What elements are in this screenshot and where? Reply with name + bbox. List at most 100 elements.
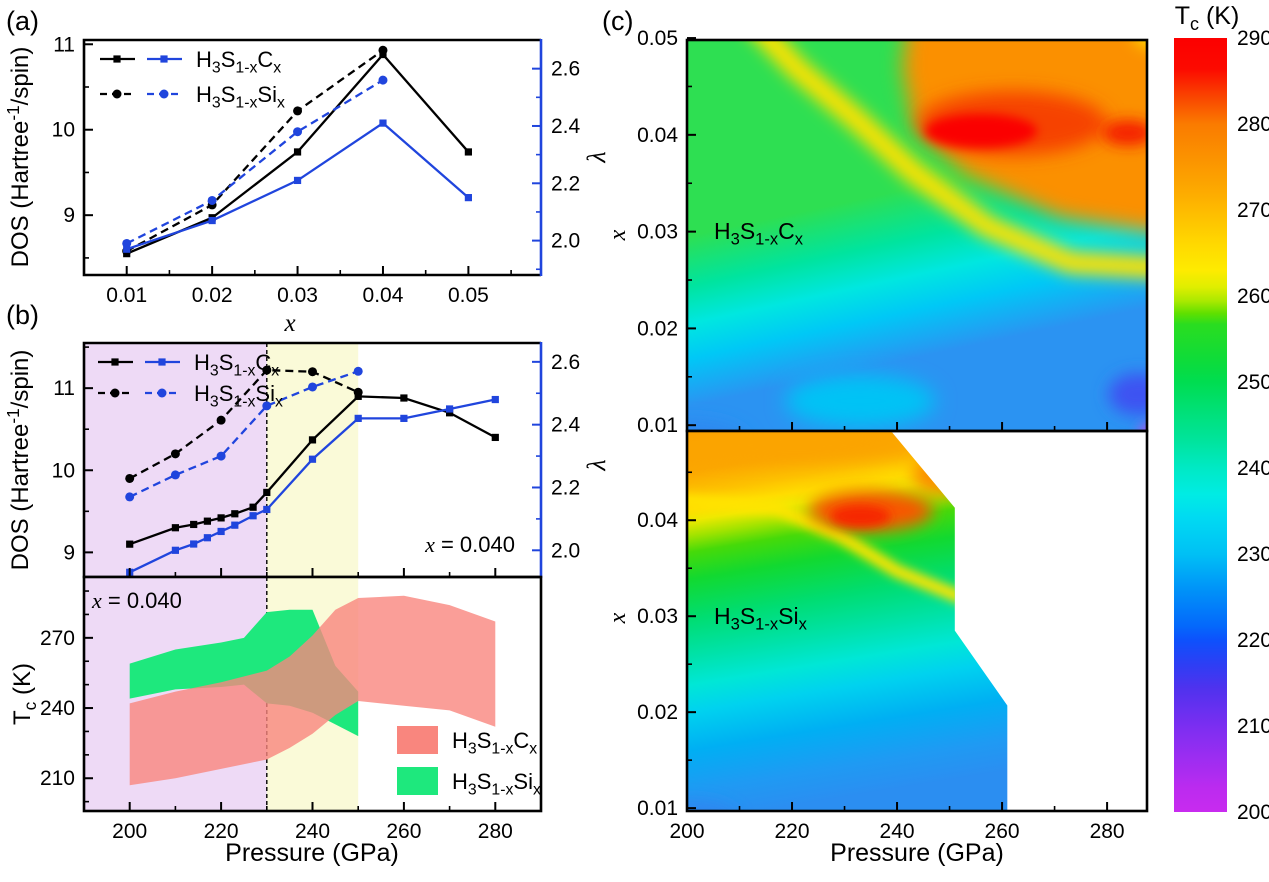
- marker: [262, 401, 272, 411]
- graphic: DOS (Hartree: [7, 121, 34, 268]
- graphic: 3: [731, 230, 740, 249]
- y-tick-label: 0.03: [637, 221, 678, 244]
- graphic: 220: [1237, 629, 1269, 652]
- graphic: x: [605, 229, 631, 241]
- colorbar-tick-label: 210: [1237, 715, 1269, 738]
- colorbar-tick-label: 260: [1237, 285, 1269, 308]
- graphic: 3: [212, 94, 221, 111]
- x-tick-label: 220: [204, 820, 239, 843]
- legend-entry-label: H3S1-xSix: [194, 381, 283, 410]
- series-dos-h3s1-xsix: [126, 49, 384, 253]
- graphic: Si: [257, 82, 277, 107]
- graphic: 0.05: [637, 27, 678, 50]
- y-axis-label: x: [605, 229, 631, 241]
- graphic: 10: [52, 119, 75, 142]
- legend-entry-label: H3S1-xSix: [452, 769, 541, 798]
- graphic: 0.02: [637, 701, 678, 724]
- marker: [208, 216, 216, 225]
- contour-blob: [1108, 373, 1147, 416]
- contour-blob: [754, 40, 1147, 279]
- y-tick-label: 2.4: [551, 414, 581, 437]
- colorbar-tick-label: 200: [1237, 801, 1269, 824]
- graphic: 1-x: [755, 230, 779, 249]
- x-axis-label: Pressure (GPa): [225, 839, 399, 867]
- marker: [207, 195, 217, 205]
- marker: [353, 366, 363, 376]
- graphic: = 0.040: [102, 588, 182, 613]
- graphic: x: [283, 310, 295, 337]
- colorbar-tick-label: 230: [1237, 543, 1269, 566]
- graphic: 1-x: [235, 59, 257, 76]
- graphic: x: [424, 532, 435, 557]
- graphic: 200: [112, 820, 147, 843]
- graphic: 0.02: [637, 317, 678, 340]
- marker: [158, 358, 166, 366]
- graphic: [687, 431, 1008, 811]
- x-tick-label: 240: [880, 820, 915, 843]
- graphic: 3: [210, 393, 219, 410]
- graphic: 2.2: [551, 172, 580, 195]
- graphic: H: [194, 350, 210, 375]
- marker: [400, 394, 408, 402]
- graphic: /spin): [7, 47, 34, 106]
- annotation: x = 0.040: [424, 532, 515, 557]
- graphic: Pressure (GPa): [830, 839, 1004, 867]
- y-tick-label: 240: [40, 697, 75, 720]
- graphic: 9: [63, 204, 75, 227]
- graphic: T: [1175, 2, 1190, 30]
- marker: [293, 176, 302, 185]
- graphic: x: [91, 588, 102, 613]
- graphic: 240: [1237, 457, 1269, 480]
- graphic: H: [196, 47, 212, 72]
- x-tick-label: 280: [478, 820, 513, 843]
- colorbar-tick-label: 270: [1237, 199, 1269, 222]
- graphic: S: [219, 381, 234, 406]
- contour-blob: [1102, 119, 1147, 146]
- y-tick-label: 11: [53, 377, 75, 400]
- graphic: S: [221, 47, 236, 72]
- graphic: -1: [3, 408, 23, 423]
- y-tick-label: 9: [63, 541, 75, 564]
- y-tick-label: 2.2: [551, 476, 580, 499]
- graphic: 280: [1237, 113, 1269, 136]
- marker: [379, 119, 387, 127]
- x-tick-label: 200: [669, 820, 704, 843]
- marker: [308, 436, 317, 444]
- graphic: 2.2: [551, 476, 580, 499]
- graphic: H: [452, 728, 468, 753]
- y-axis-label: DOS (Hartree-1/spin): [3, 47, 34, 268]
- legend-entry-label: H3S1-xCx: [196, 47, 281, 76]
- y-tick-label: 0.03: [637, 605, 678, 628]
- graphic: H: [194, 381, 210, 406]
- graphic: S: [221, 82, 236, 107]
- y-tick-label: 2.6: [551, 351, 580, 374]
- graphic: 0.03: [637, 605, 678, 628]
- y-axis-label: DOS (Hartree-1/spin): [3, 350, 34, 571]
- graphic: 210: [1237, 715, 1269, 738]
- y-axis-label: Tc (K): [9, 663, 40, 725]
- marker: [122, 238, 132, 248]
- graphic: 260: [386, 820, 421, 843]
- marker: [308, 367, 317, 377]
- graphic: 280: [478, 820, 513, 843]
- x-tick-label: 0.05: [448, 284, 489, 307]
- contour-blob: [830, 505, 891, 528]
- graphic: 220: [204, 820, 239, 843]
- marker: [171, 524, 179, 532]
- panel-b-bottom: 200 220 240 260 280210240270H3S1-xCxH3S1-xSi…: [9, 575, 543, 867]
- graphic: C: [513, 728, 529, 753]
- x-tick-label: 220: [774, 820, 809, 843]
- series-lambda-h3s1-xsix: [129, 370, 359, 498]
- graphic: 11: [53, 33, 75, 56]
- x-tick-label: 0.04: [363, 284, 404, 307]
- graphic: x: [529, 740, 537, 757]
- contour-inner-label: H3S1-xCx: [714, 218, 804, 249]
- marker: [308, 455, 317, 463]
- panel-a: 0.01 0.02 0.03 0.04 0.05910112.02.22.42.6H3S…: [3, 33, 611, 337]
- series-lambda-h3s1-xsix: [126, 79, 384, 245]
- contour-blob: [925, 113, 1038, 148]
- y-tick-label: 0.02: [637, 317, 678, 340]
- graphic: Si: [778, 603, 798, 629]
